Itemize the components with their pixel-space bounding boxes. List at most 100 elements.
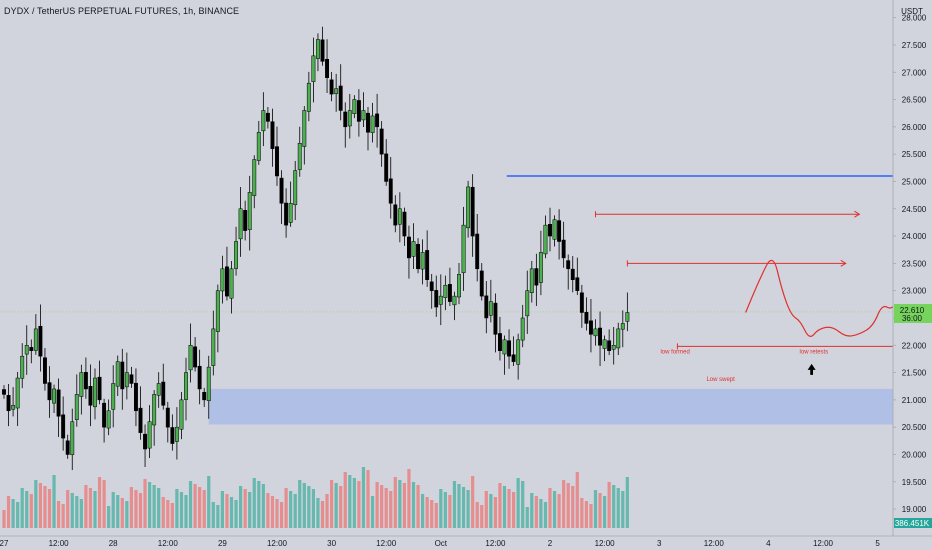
x-tick-label: 29	[218, 539, 227, 548]
candle-down	[47, 382, 52, 401]
candle-down	[279, 177, 284, 204]
volume-bar	[407, 469, 411, 528]
volume-bar	[425, 497, 429, 528]
volume-bar	[430, 500, 434, 528]
volume-bar	[507, 489, 511, 528]
candle-down	[38, 325, 43, 357]
candle-down	[83, 372, 88, 390]
volume-bar	[334, 483, 338, 528]
volume-bar	[20, 488, 24, 528]
volume-bar	[143, 479, 147, 528]
candle-up	[616, 328, 621, 349]
candle-down	[225, 266, 229, 297]
candle-up	[15, 377, 20, 409]
candle-down	[429, 281, 434, 291]
volume-bar	[307, 486, 311, 528]
volume-bar	[375, 482, 379, 528]
x-tick-label: 12:00	[813, 539, 834, 548]
up-arrow-icon	[807, 363, 816, 375]
x-tick-label: 30	[327, 539, 336, 548]
candle-down	[507, 340, 512, 357]
volume-bar	[616, 488, 620, 528]
y-tick-label: 26.500	[902, 96, 927, 105]
candle-down	[338, 85, 343, 111]
volume-bar	[352, 478, 356, 528]
currency-label: USDT	[901, 7, 923, 16]
candle-up	[70, 421, 75, 456]
x-tick-label: 27	[0, 539, 9, 548]
y-tick-label: 25.500	[902, 150, 927, 159]
candle-down	[161, 381, 166, 406]
volume-bar	[88, 488, 93, 528]
candle-up	[188, 345, 193, 371]
candle-down	[56, 389, 61, 417]
volume-bar	[175, 489, 179, 528]
volume-bar	[298, 480, 302, 528]
candle-up	[602, 339, 607, 349]
x-tick-label: 12:00	[267, 539, 288, 548]
candle-up	[152, 394, 157, 426]
candle-up	[593, 328, 598, 337]
candle-down	[607, 340, 612, 351]
volume-bar	[475, 502, 479, 528]
candle-up	[238, 208, 243, 240]
volume-bar	[184, 495, 188, 528]
volume-bar	[480, 505, 484, 528]
volume-bar	[593, 490, 598, 528]
volume-bar	[202, 490, 206, 528]
candle-down	[402, 211, 407, 237]
x-tick-label: 28	[109, 539, 118, 548]
volume-bar	[47, 489, 52, 528]
volume-bar	[97, 477, 102, 528]
volume-bar	[398, 480, 402, 528]
volume-bar	[603, 496, 607, 528]
candle-up	[252, 159, 257, 196]
candle-down	[170, 427, 175, 444]
candle-up	[229, 268, 234, 299]
candle-up	[466, 186, 471, 229]
volume-bar	[361, 467, 366, 528]
x-tick-label: 12:00	[704, 539, 725, 548]
symbol-header[interactable]: DYDX / TetherUS PERPETUAL FUTURES, 1h, B…	[4, 6, 240, 16]
volume-bar	[16, 502, 20, 528]
candle-up	[174, 426, 179, 442]
volume-bar	[416, 485, 420, 528]
candle-up	[529, 268, 534, 294]
volume-bar	[557, 494, 561, 528]
candle-down	[202, 391, 207, 401]
volume-badge	[894, 518, 932, 528]
volume-bar	[93, 491, 97, 528]
volume-bar	[61, 504, 65, 528]
candle-up	[79, 372, 84, 397]
candle-down	[356, 100, 361, 122]
volume-bar	[266, 493, 270, 528]
volume-bar	[134, 490, 138, 528]
candle-down	[484, 295, 489, 319]
volume-bar	[34, 480, 38, 528]
candle-up	[147, 421, 152, 449]
volume-bar	[380, 485, 384, 528]
volume-bar	[166, 500, 170, 528]
candle-up	[74, 394, 79, 420]
volume-bar	[284, 488, 288, 528]
volume-bar	[43, 486, 47, 528]
volume-bar	[389, 491, 393, 528]
y-tick-label: 24.500	[902, 205, 927, 214]
volume-bar	[66, 490, 70, 528]
volume-bar	[152, 485, 156, 528]
volume-bar	[521, 481, 525, 528]
volume-bar	[220, 491, 224, 528]
volume-bar	[343, 472, 347, 528]
candle-down	[479, 270, 484, 297]
volume-bar	[421, 494, 425, 528]
volume-bar	[243, 489, 247, 528]
candle-down	[393, 204, 398, 226]
volume-bar	[566, 483, 570, 528]
volume-bar	[562, 480, 566, 528]
volume-bar	[316, 498, 320, 528]
annotation-label: low retests	[800, 349, 829, 355]
candle-down	[407, 236, 411, 259]
volume-bar	[102, 480, 106, 528]
candle-up	[33, 328, 38, 351]
